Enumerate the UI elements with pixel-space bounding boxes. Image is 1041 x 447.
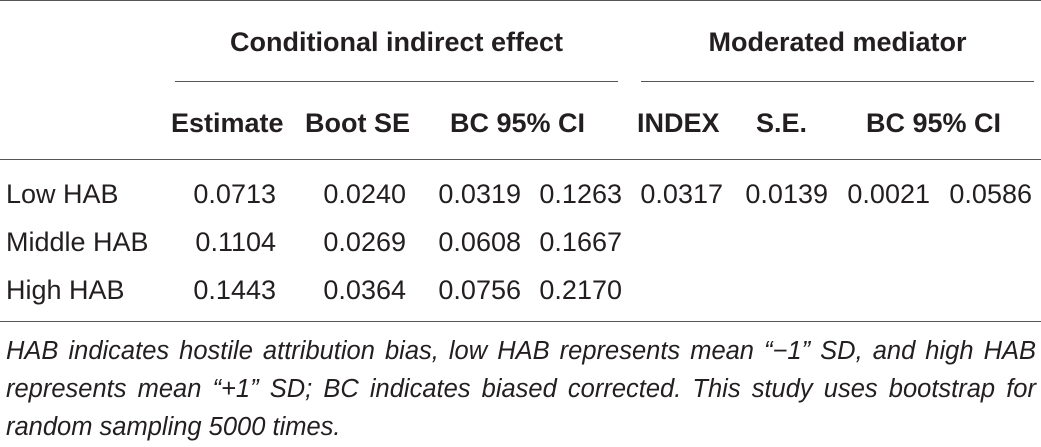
col-header-index: INDEX xyxy=(637,108,720,138)
cell-boot-se: 0.0364 xyxy=(323,275,406,305)
cell-estimate: 0.1104 xyxy=(195,227,276,257)
cell-estimate: 0.0713 xyxy=(193,179,276,209)
cell-mm-ci-high: 0.0586 xyxy=(949,179,1032,209)
cell-ci-low: 0.0608 xyxy=(438,227,521,257)
cell-ci-high: 0.1263 xyxy=(539,179,622,209)
cell-ci-low: 0.0756 xyxy=(438,275,521,305)
cell-ci-high: 0.1667 xyxy=(539,227,622,257)
col-header-boot-se: Boot SE xyxy=(305,108,410,138)
table-footnote: HAB indicates hostile attribution bias, … xyxy=(6,337,1036,441)
cell-se: 0.0139 xyxy=(745,179,828,209)
group-header-moderated-mediator: Moderated mediator xyxy=(708,27,967,57)
col-header-estimate: Estimate xyxy=(171,108,284,138)
col-header-bc-ci-moderated: BC 95% CI xyxy=(866,108,1002,138)
header-bottom-rule xyxy=(0,159,1041,160)
table-bottom-rule xyxy=(0,321,1041,322)
col-header-bc-ci-conditional: BC 95% CI xyxy=(450,108,586,138)
cell-boot-se: 0.0240 xyxy=(323,179,406,209)
cell-ci-low: 0.0319 xyxy=(438,179,521,209)
cell-estimate: 0.1443 xyxy=(193,275,276,305)
group-rule-moderated xyxy=(641,81,1034,82)
row-label: Low HAB xyxy=(6,179,119,209)
cell-mm-ci-low: 0.0021 xyxy=(847,179,930,209)
group-rule-conditional xyxy=(175,81,618,82)
row-label: Middle HAB xyxy=(6,227,149,257)
col-header-se: S.E. xyxy=(756,108,808,138)
row-label: High HAB xyxy=(6,275,125,305)
cell-boot-se: 0.0269 xyxy=(323,227,406,257)
group-header-conditional-indirect-effect: Conditional indirect effect xyxy=(229,27,564,57)
cell-index: 0.0317 xyxy=(640,179,723,209)
table-top-rule xyxy=(0,0,1041,1)
cell-ci-high: 0.2170 xyxy=(539,275,622,305)
